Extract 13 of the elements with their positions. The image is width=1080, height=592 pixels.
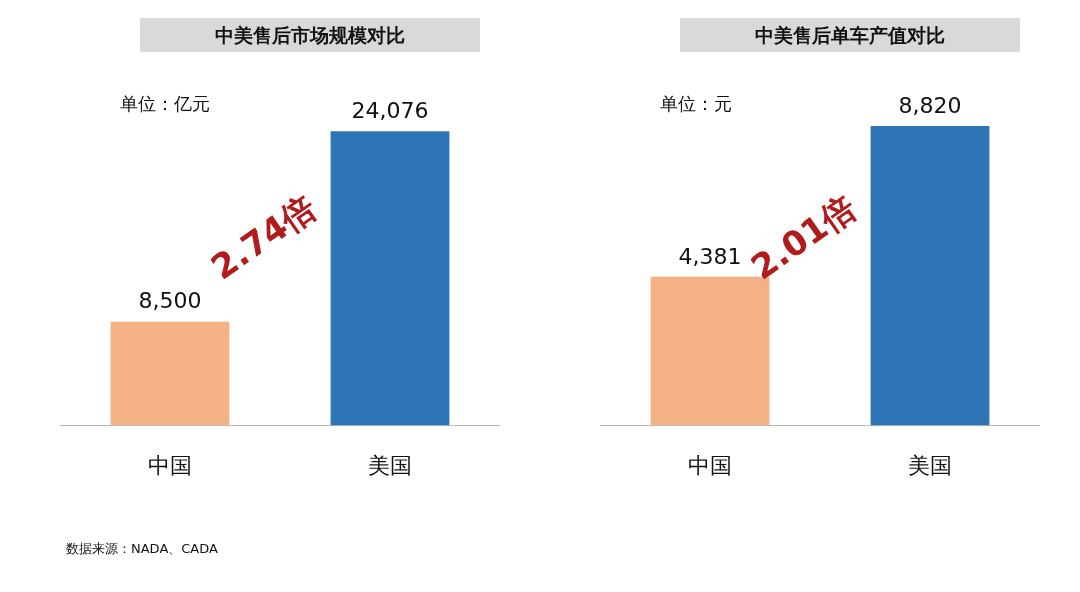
text: 单位：元: [660, 92, 732, 116]
source-note: 数据来源：NADA、CADA: [66, 540, 218, 558]
data-label: 8,820: [898, 92, 962, 118]
x-tick-label: 美国: [368, 452, 412, 478]
text: 单位：亿元: [120, 92, 210, 116]
data-label: 8,500: [138, 288, 202, 314]
chart-title: 中美售后市场规模对比: [140, 18, 480, 52]
data-label: 24,076: [351, 98, 429, 124]
x-tick-label: 中国: [148, 452, 192, 478]
data-label: 4,381: [678, 243, 742, 269]
x-tick-label: 美国: [908, 452, 952, 478]
x-tick-label: 中国: [688, 452, 732, 478]
chart-title: 中美售后单车产值对比: [680, 18, 1020, 52]
